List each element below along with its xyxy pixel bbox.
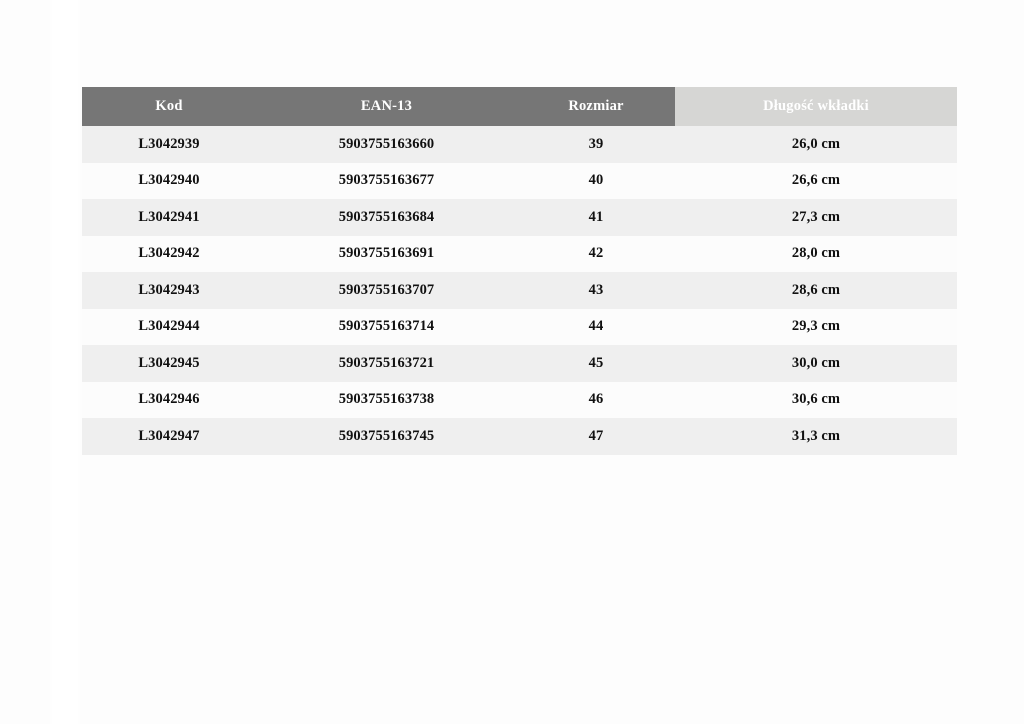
cell-ean: 5903755163691 — [256, 235, 517, 272]
product-size-table: Kod EAN-13 Rozmiar Długość wkładki L3042… — [82, 87, 957, 455]
cell-dlugosc: 27,3 cm — [675, 199, 957, 236]
cell-rozmiar: 47 — [517, 418, 675, 455]
table-header-row: Kod EAN-13 Rozmiar Długość wkładki — [82, 87, 957, 126]
column-header-ean: EAN-13 — [256, 87, 517, 126]
cell-kod: L3042945 — [82, 345, 256, 382]
cell-kod: L3042942 — [82, 235, 256, 272]
cell-rozmiar: 41 — [517, 199, 675, 236]
table-row: L3042940 5903755163677 40 26,6 cm — [82, 162, 957, 199]
cell-ean: 5903755163707 — [256, 272, 517, 309]
cell-rozmiar: 39 — [517, 126, 675, 163]
cell-ean: 5903755163721 — [256, 345, 517, 382]
cell-kod: L3042940 — [82, 162, 256, 199]
column-header-rozmiar: Rozmiar — [517, 87, 675, 126]
table-body: L3042939 5903755163660 39 26,0 cm L3042940 59… — [82, 126, 957, 455]
cell-kod: L3042941 — [82, 199, 256, 236]
cell-ean: 5903755163745 — [256, 418, 517, 455]
cell-dlugosc: 29,3 cm — [675, 308, 957, 345]
cell-rozmiar: 45 — [517, 345, 675, 382]
cell-ean: 5903755163660 — [256, 126, 517, 163]
cell-rozmiar: 46 — [517, 381, 675, 418]
table-row: L3042943 5903755163707 43 28,6 cm — [82, 272, 957, 309]
size-table-container: Kod EAN-13 Rozmiar Długość wkładki L3042… — [82, 87, 957, 455]
cell-ean: 5903755163738 — [256, 381, 517, 418]
table-header: Kod EAN-13 Rozmiar Długość wkładki — [82, 87, 957, 126]
cell-ean: 5903755163677 — [256, 162, 517, 199]
table-row: L3042944 5903755163714 44 29,3 cm — [82, 308, 957, 345]
table-row: L3042947 5903755163745 47 31,3 cm — [82, 418, 957, 455]
cell-dlugosc: 28,0 cm — [675, 235, 957, 272]
cell-rozmiar: 44 — [517, 308, 675, 345]
table-row: L3042946 5903755163738 46 30,6 cm — [82, 381, 957, 418]
table-row: L3042942 5903755163691 42 28,0 cm — [82, 235, 957, 272]
cell-rozmiar: 42 — [517, 235, 675, 272]
cell-dlugosc: 26,6 cm — [675, 162, 957, 199]
cell-ean: 5903755163714 — [256, 308, 517, 345]
cell-kod: L3042946 — [82, 381, 256, 418]
cell-dlugosc: 31,3 cm — [675, 418, 957, 455]
table-row: L3042945 5903755163721 45 30,0 cm — [82, 345, 957, 382]
cell-dlugosc: 28,6 cm — [675, 272, 957, 309]
cell-dlugosc: 26,0 cm — [675, 126, 957, 163]
table-row: L3042941 5903755163684 41 27,3 cm — [82, 199, 957, 236]
table-row: L3042939 5903755163660 39 26,0 cm — [82, 126, 957, 163]
cell-dlugosc: 30,6 cm — [675, 381, 957, 418]
cell-dlugosc: 30,0 cm — [675, 345, 957, 382]
cell-kod: L3042947 — [82, 418, 256, 455]
column-header-dlugosc: Długość wkładki — [675, 87, 957, 126]
cell-kod: L3042944 — [82, 308, 256, 345]
column-header-kod: Kod — [82, 87, 256, 126]
cell-rozmiar: 40 — [517, 162, 675, 199]
cell-kod: L3042939 — [82, 126, 256, 163]
cell-ean: 5903755163684 — [256, 199, 517, 236]
cell-rozmiar: 43 — [517, 272, 675, 309]
cell-kod: L3042943 — [82, 272, 256, 309]
